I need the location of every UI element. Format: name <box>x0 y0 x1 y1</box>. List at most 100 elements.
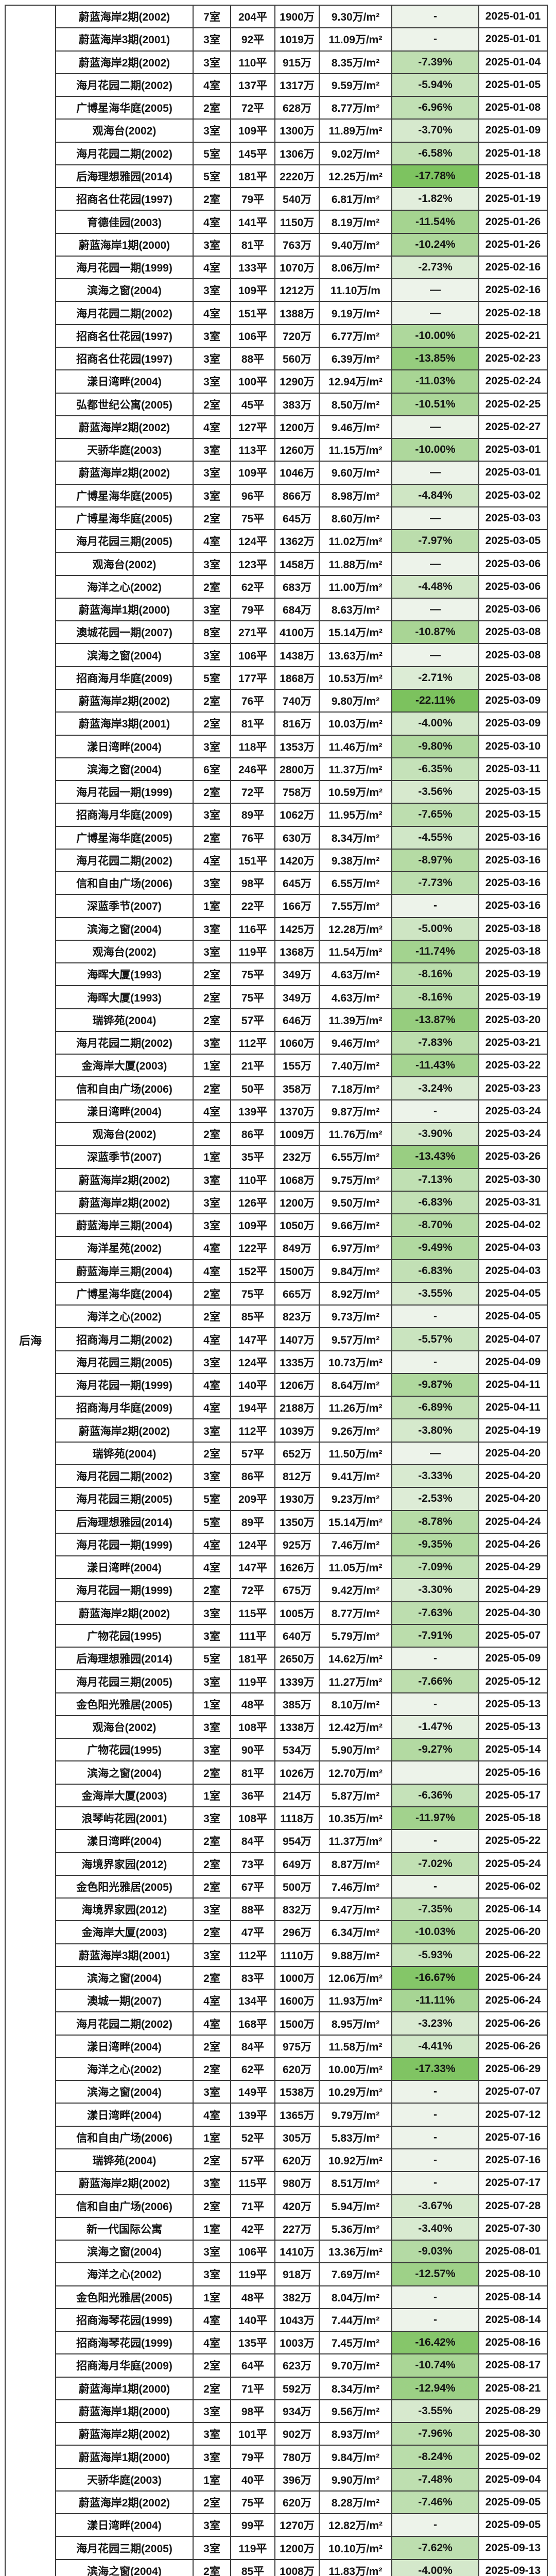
total-price: 1365万 <box>275 2104 320 2126</box>
total-price: 1050万 <box>275 1214 320 1236</box>
community-name: 蔚蓝海岸3期(2001) <box>56 28 194 50</box>
rooms-count: 3室 <box>194 1739 231 1761</box>
unit-price: 11.05万/m² <box>320 1556 392 1579</box>
area-value: 109平 <box>231 462 275 484</box>
community-name: 海月花园三期(2005) <box>56 1670 194 1692</box>
table-row: 深蓝季节(2007) 1室 22平 166万 7.55万/m² - 2025-0… <box>56 895 547 918</box>
total-price: 1868万 <box>275 667 320 689</box>
table-row: 滨海之窗(2004) 2室 85平 1008万 11.83万/m² -4.00%… <box>56 2560 547 2576</box>
table-row: 滨海之窗(2004) 2室 81平 1026万 12.70万/m² 2025-0… <box>56 1761 547 1785</box>
unit-price: 8.92万/m² <box>320 1282 392 1305</box>
price-change: — <box>392 462 479 484</box>
community-name: 观海台(2002) <box>56 553 194 575</box>
community-name: 广博星海华庭(2004) <box>56 1282 194 1305</box>
price-change: - <box>392 2126 479 2148</box>
rooms-count: 3室 <box>194 872 231 894</box>
rooms-count: 2室 <box>194 97 231 119</box>
price-change: -11.54% <box>392 211 479 233</box>
price-change: - <box>392 1648 479 1670</box>
price-change: -10.00% <box>392 325 479 347</box>
unit-price: 11.93万/m² <box>320 1990 392 2012</box>
community-name: 后海理想雅园(2014) <box>56 1648 194 1670</box>
price-change: -6.58% <box>392 142 479 164</box>
table-row: 蔚蓝海岸3期(2001) 2室 81平 816万 10.03万/m² -4.00… <box>56 713 547 736</box>
community-name: 漾日湾畔(2004) <box>56 2104 194 2126</box>
table-row: 滨海之窗(2004) 3室 106平 1438万 13.63万/m² — 202… <box>56 644 547 667</box>
total-price: 630万 <box>275 826 320 849</box>
community-name: 海月花园一期(1999) <box>56 781 194 803</box>
total-price: 1388万 <box>275 302 320 324</box>
deal-date: 2025-01-05 <box>479 74 547 96</box>
rooms-count: 4室 <box>194 1100 231 1123</box>
deal-date: 2025-03-15 <box>479 781 547 803</box>
price-change: -3.23% <box>392 2012 479 2035</box>
unit-price: 9.30万/m² <box>320 6 392 28</box>
area-value: 89平 <box>231 1511 275 1533</box>
table-row: 海月花园三期(2005) 3室 124平 1335万 10.73万/m² - 2… <box>56 1351 547 1374</box>
price-change: -17.78% <box>392 165 479 188</box>
price-change: -6.35% <box>392 758 479 781</box>
total-price: 684万 <box>275 598 320 621</box>
rooms-count: 3室 <box>194 2423 231 2445</box>
price-change: -3.90% <box>392 1123 479 1145</box>
unit-price: 8.63万/m² <box>320 598 392 621</box>
unit-price: 9.38万/m² <box>320 849 392 872</box>
unit-price: 8.06万/m² <box>320 256 392 279</box>
unit-price: 11.39万/m² <box>320 1009 392 1031</box>
price-change: -3.70% <box>392 120 479 142</box>
table-row: 海洋之心(2002) 3室 119平 918万 7.69万/m² -12.57%… <box>56 2263 547 2286</box>
community-name: 海月花园二期(2002) <box>56 849 194 872</box>
district-label: 后海 <box>19 1334 42 1347</box>
deal-date: 2025-04-05 <box>479 1282 547 1305</box>
price-change: — <box>392 416 479 438</box>
area-value: 73平 <box>231 1853 275 1875</box>
table-row: 澳城花园一期(2007) 8室 271平 4100万 15.14万/m² -10… <box>56 621 547 645</box>
deal-date: 2025-01-18 <box>479 142 547 164</box>
rooms-count: 2室 <box>194 507 231 530</box>
total-price: 915万 <box>275 51 320 73</box>
price-change: -10.87% <box>392 621 479 643</box>
community-name: 漾日湾畔(2004) <box>56 1830 194 1852</box>
rooms-count: 4室 <box>194 1328 231 1350</box>
total-price: 1300万 <box>275 120 320 142</box>
deal-date: 2025-02-25 <box>479 393 547 415</box>
area-value: 92平 <box>231 28 275 50</box>
table-row: 蔚蓝海岸1期(2000) 3室 98平 934万 9.56万/m² -3.55%… <box>56 2400 547 2424</box>
price-change: - <box>392 1306 479 1328</box>
total-price: 1060万 <box>275 1031 320 1054</box>
table-row: 滨海之窗(2004) 3室 109平 1212万 11.10万/m — 2025… <box>56 279 547 302</box>
rooms-count: 4室 <box>194 2104 231 2126</box>
unit-price: 9.88万/m² <box>320 1944 392 1966</box>
community-name: 蔚蓝海岸三期(2004) <box>56 1260 194 1282</box>
community-name: 海洋之心(2002) <box>56 1306 194 1328</box>
rooms-count: 1室 <box>194 2286 231 2308</box>
area-value: 47平 <box>231 1921 275 1943</box>
deal-date: 2025-01-09 <box>479 120 547 142</box>
deal-date: 2025-03-08 <box>479 667 547 689</box>
area-value: 110平 <box>231 1168 275 1191</box>
rooms-count: 3室 <box>194 1351 231 1373</box>
rooms-count: 2室 <box>194 826 231 849</box>
table-row: 蔚蓝海岸2期(2002) 3室 110平 915万 8.35万/m² -7.39… <box>56 51 547 74</box>
unit-price: 9.84万/m² <box>320 2446 392 2468</box>
area-value: 86平 <box>231 1465 275 1487</box>
price-change: - <box>392 6 479 28</box>
total-price: 232万 <box>275 1146 320 1168</box>
deal-date: 2025-03-19 <box>479 963 547 986</box>
deal-date: 2025-02-16 <box>479 279 547 301</box>
total-price: 1068万 <box>275 1168 320 1191</box>
unit-price: 11.37万/m² <box>320 1830 392 1852</box>
deal-date: 2025-08-14 <box>479 2309 547 2331</box>
rooms-count: 1室 <box>194 1784 231 1806</box>
unit-price: 8.98万/m² <box>320 484 392 506</box>
table-row: 蔚蓝海岸三期(2004) 4室 152平 1500万 9.84万/m² -6.8… <box>56 1260 547 1283</box>
area-value: 36平 <box>231 1784 275 1806</box>
deal-date: 2025-08-17 <box>479 2354 547 2377</box>
community-name: 海月花园三期(2005) <box>56 2537 194 2559</box>
deal-date: 2025-05-13 <box>479 1716 547 1738</box>
price-change: -5.94% <box>392 74 479 96</box>
community-name: 观海台(2002) <box>56 940 194 963</box>
area-value: 118平 <box>231 735 275 757</box>
table-row: 广博星海华庭(2005) 2室 76平 630万 8.34万/m² -4.55%… <box>56 826 547 850</box>
price-change: -4.84% <box>392 484 479 506</box>
